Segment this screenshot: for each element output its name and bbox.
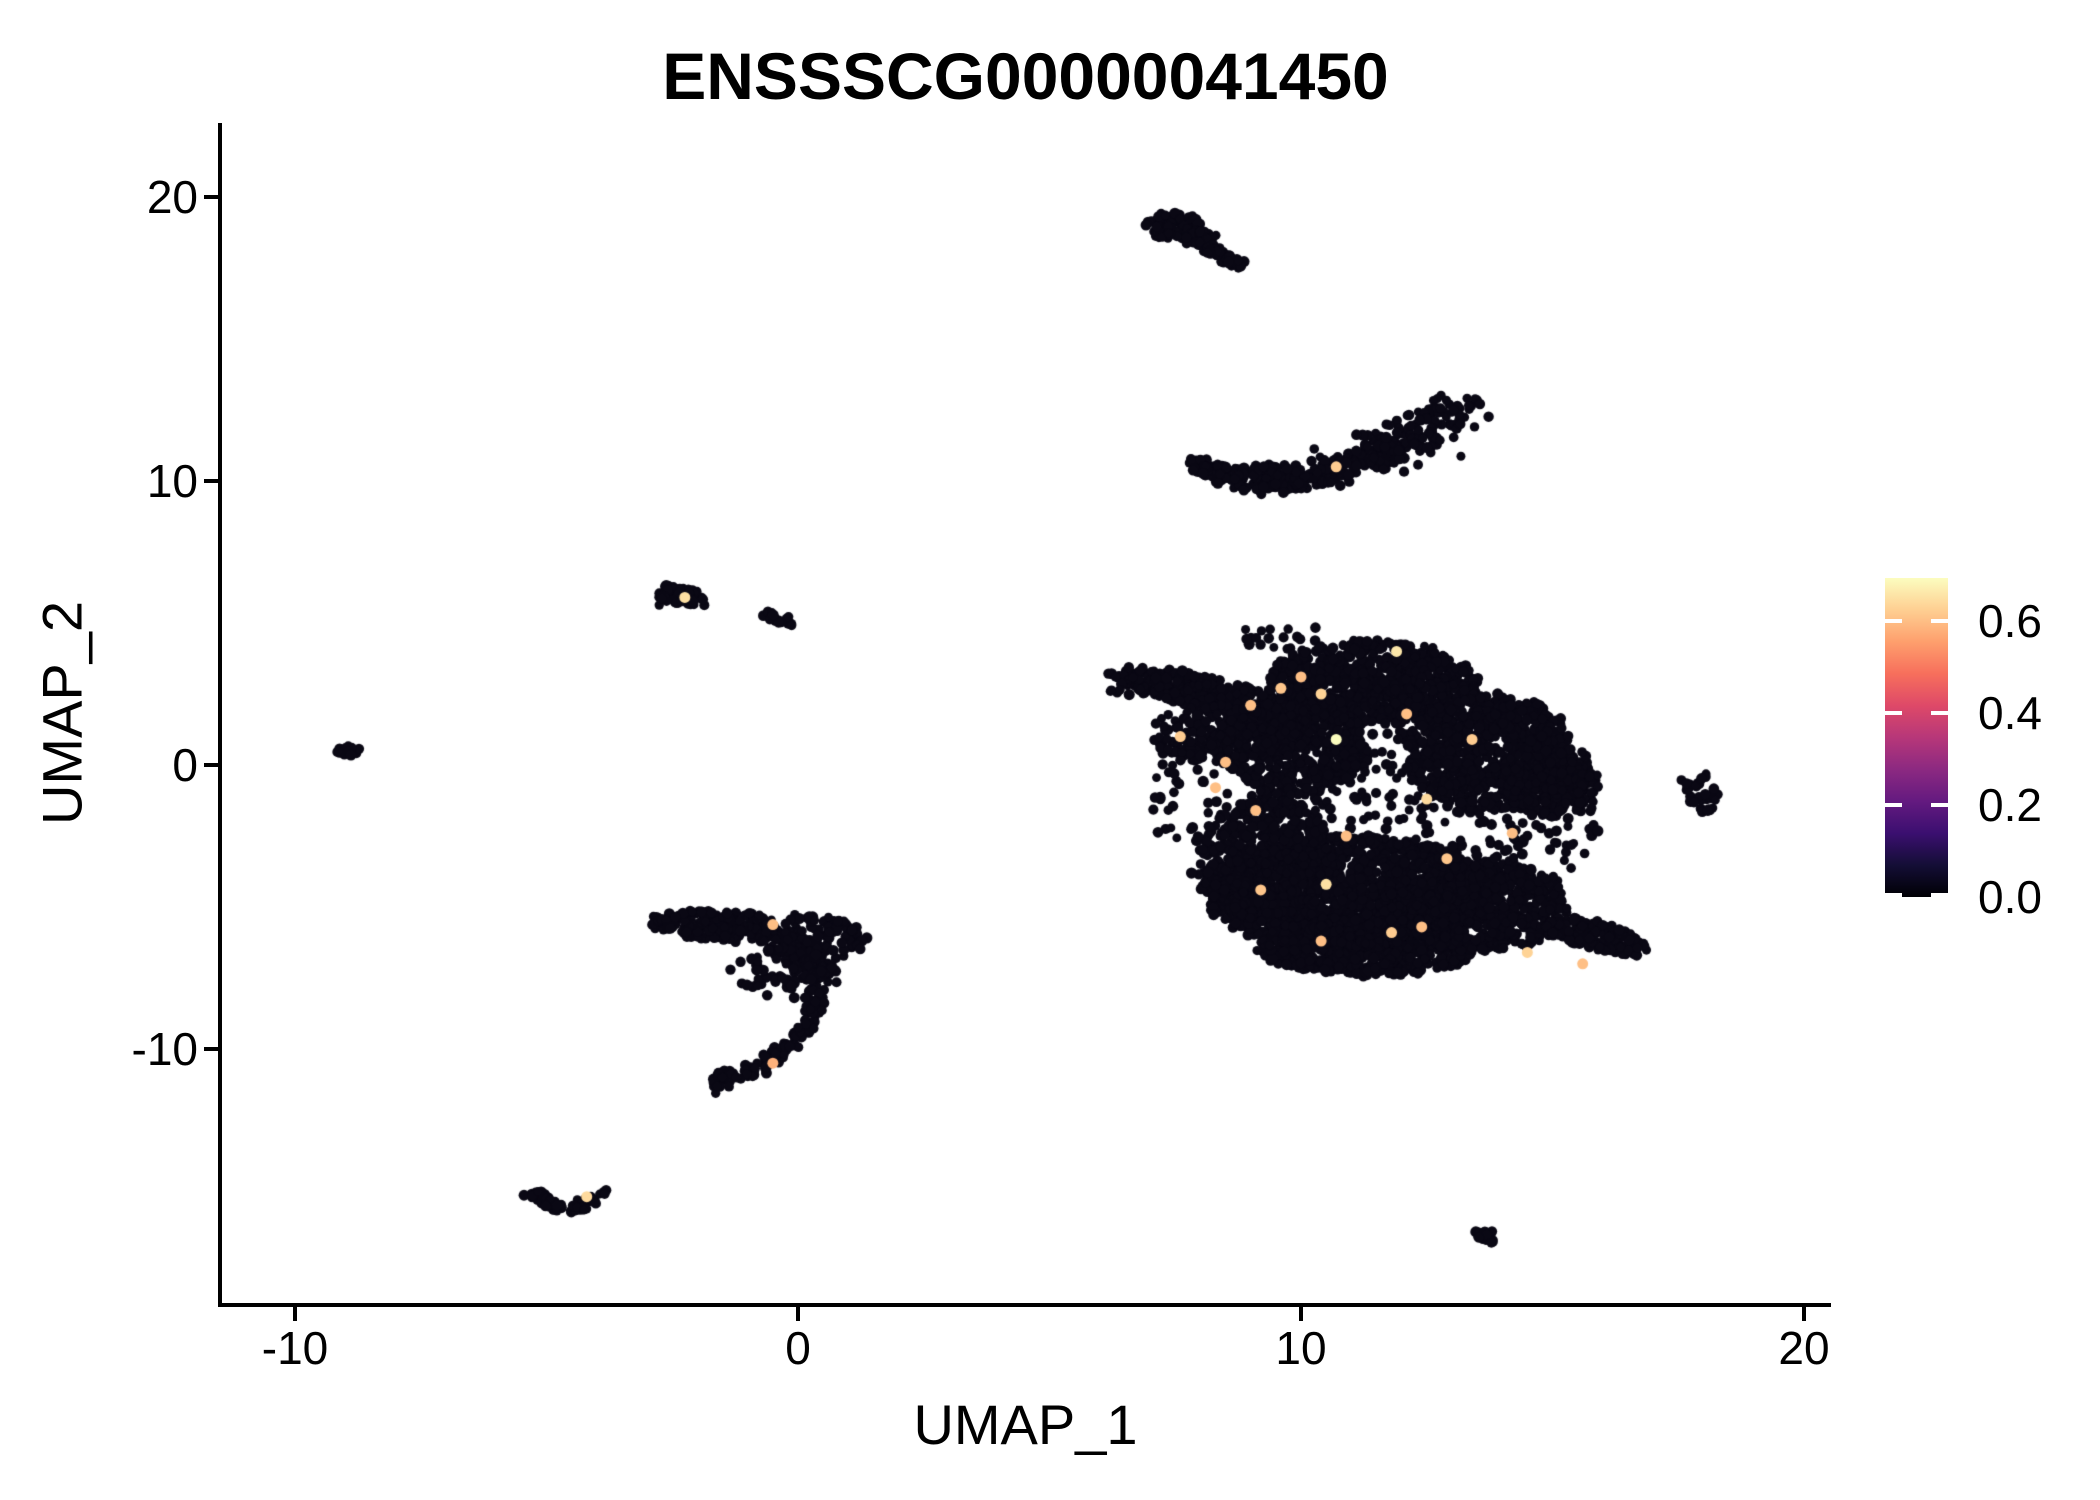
legend-tick-dash (1931, 893, 1948, 897)
x-tick (293, 1307, 297, 1321)
y-tick (204, 195, 218, 199)
legend-tick-dash (1931, 802, 1948, 807)
x-tick-label: 10 (1275, 1322, 1327, 1374)
legend-tick-dash (1885, 618, 1902, 623)
x-axis-line (218, 1303, 1831, 1307)
y-tick-label: -10 (131, 1023, 198, 1075)
y-axis-line (218, 123, 222, 1307)
legend-tick-label: 0.6 (1978, 594, 2042, 647)
y-axis-title: UMAP_2 (30, 600, 94, 826)
legend-tick-label: 0.2 (1978, 778, 2042, 831)
x-tick (1299, 1307, 1303, 1321)
x-tick (796, 1307, 800, 1321)
y-tick-label: 0 (172, 739, 198, 791)
plot-title: ENSSSCG00000041450 (662, 39, 1389, 113)
x-tick-label: -10 (261, 1322, 329, 1374)
legend-tick-label: 0.4 (1978, 686, 2042, 739)
legend-tick-dash (1885, 802, 1902, 807)
legend-tick-dash (1885, 710, 1902, 715)
scatter-points-canvas (222, 123, 1829, 1303)
legend-tick-dash (1931, 618, 1948, 623)
legend-colorbar (1885, 578, 1948, 897)
legend-tick-label: 0.0 (1978, 871, 2042, 923)
legend-tick-dash (1931, 710, 1948, 715)
x-axis-title: UMAP_1 (913, 1393, 1138, 1456)
legend-tick-dash (1885, 893, 1902, 897)
y-tick (204, 1047, 218, 1051)
y-tick-label: 10 (146, 455, 198, 507)
y-tick-label: 20 (146, 171, 198, 223)
y-tick (204, 763, 218, 767)
y-tick (204, 479, 218, 483)
x-tick (1802, 1307, 1806, 1321)
x-tick-label: 0 (785, 1322, 811, 1374)
x-tick-label: 20 (1778, 1322, 1830, 1374)
